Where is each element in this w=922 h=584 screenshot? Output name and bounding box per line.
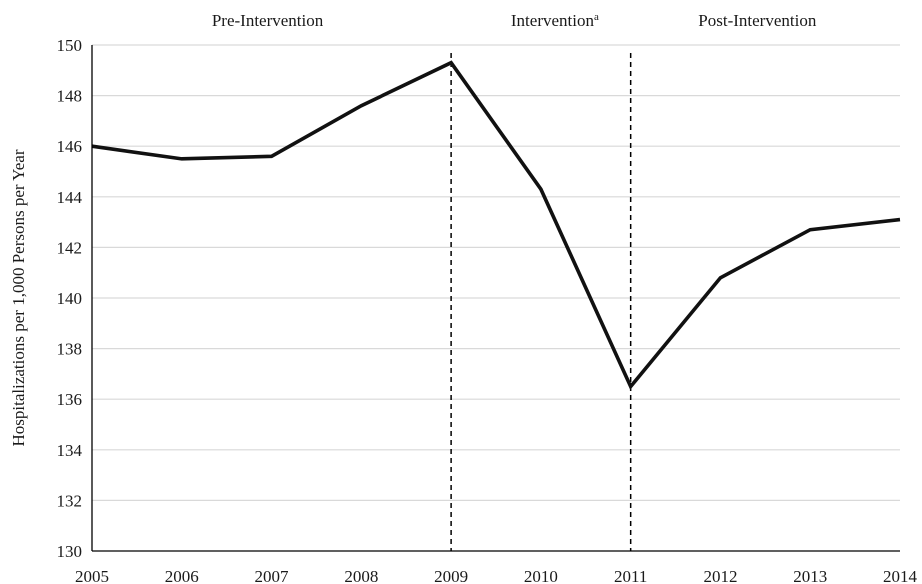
- y-tick-label: 136: [57, 390, 83, 409]
- x-tick-label: 2010: [524, 567, 558, 584]
- x-tick-label: 2014: [883, 567, 918, 584]
- x-tick-label: 2005: [75, 567, 109, 584]
- y-tick-label: 150: [57, 36, 83, 55]
- x-tick-label: 2009: [434, 567, 468, 584]
- x-tick-label: 2011: [614, 567, 647, 584]
- period-dividers: [450, 53, 632, 551]
- series-line-hospitalizations: [91, 60, 901, 390]
- y-axis-ticks: 130 132 134 136 138 140 142 144 146 148 150: [57, 36, 83, 561]
- phase-labels: Pre-Intervention Interventiona Post-Interv…: [212, 11, 817, 30]
- x-tick-label: 2006: [165, 567, 199, 584]
- phase-label-text: Intervention: [511, 11, 595, 30]
- phase-label: Pre-Intervention: [212, 11, 324, 30]
- y-tick-label: 148: [57, 87, 83, 106]
- gridlines: [92, 44, 900, 501]
- x-tick-label: 2007: [255, 567, 290, 584]
- phase-label-text: Pre-Intervention: [212, 11, 324, 30]
- y-tick-label: 130: [57, 542, 83, 561]
- x-tick-label: 2012: [703, 567, 737, 584]
- phase-label: Interventiona: [511, 11, 599, 30]
- y-axis-title: Hospitalizations per 1,000 Persons per Y…: [9, 149, 28, 446]
- y-tick-label: 144: [57, 188, 83, 207]
- phase-label: Post-Intervention: [698, 11, 817, 30]
- y-tick-label: 138: [57, 340, 83, 359]
- phase-label-superscript: a: [594, 11, 599, 23]
- phase-label-text: Post-Intervention: [698, 11, 817, 30]
- y-tick-label: 142: [57, 238, 83, 257]
- y-tick-label: 140: [57, 289, 83, 308]
- data-points: [91, 62, 901, 387]
- y-tick-label: 146: [57, 137, 83, 156]
- x-tick-label: 2008: [344, 567, 378, 584]
- y-tick-label: 134: [57, 441, 83, 460]
- y-tick-label: 132: [57, 491, 83, 510]
- x-axis-ticks: 2005 2006 2007 2008 2009 2010 2011 2012 2013 2014: [75, 567, 918, 584]
- x-tick-label: 2013: [793, 567, 827, 584]
